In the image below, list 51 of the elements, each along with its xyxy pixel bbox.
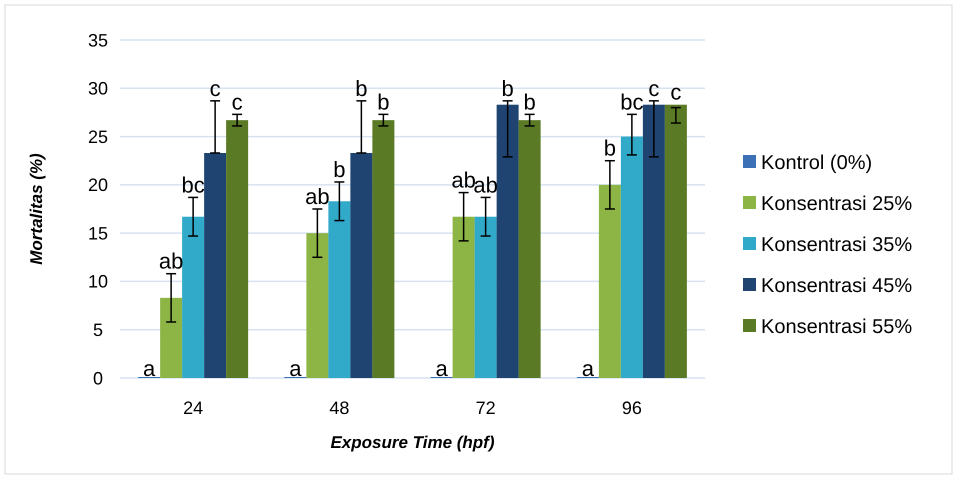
y-tick-label: 5 — [92, 320, 104, 340]
x-tick-label: 48 — [329, 398, 350, 418]
bar — [474, 216, 497, 378]
legend-label: Konsentrasi 35% — [761, 234, 912, 256]
y-tick-label: 30 — [88, 78, 108, 99]
x-tick-label: 72 — [476, 398, 496, 418]
bar — [204, 152, 226, 378]
data-label: b — [355, 76, 368, 101]
data-label: b — [604, 136, 616, 161]
bar — [372, 120, 394, 378]
data-label: a — [436, 356, 448, 381]
bar — [664, 104, 687, 378]
x-axis-title: Exposure Time (hpf) — [330, 433, 495, 452]
bar — [182, 216, 204, 378]
y-tick-label: 0 — [92, 368, 104, 388]
data-label: c — [670, 80, 682, 105]
y-tick-label: 25 — [88, 126, 108, 147]
x-tick-label: 96 — [622, 398, 642, 418]
data-label: a — [289, 356, 302, 381]
bar — [518, 120, 541, 378]
data-label: a — [582, 356, 595, 381]
y-axis-title: Mortalitas (%) — [27, 152, 46, 265]
bar — [496, 104, 519, 378]
bar — [620, 136, 643, 378]
data-label: c — [232, 89, 243, 114]
y-tick-label: 15 — [88, 223, 108, 244]
legend-label: Konsentrasi 25% — [761, 193, 912, 215]
legend-label: Kontrol (0%) — [761, 152, 872, 174]
data-label: b — [502, 76, 514, 101]
data-label: b — [377, 89, 390, 114]
data-label: c — [648, 76, 660, 101]
x-tick-label: 24 — [183, 398, 204, 418]
data-label: b — [333, 156, 346, 182]
bar — [642, 104, 665, 378]
bar — [328, 201, 350, 378]
bar — [452, 216, 475, 378]
bar — [226, 120, 248, 378]
data-label: bc — [620, 89, 644, 114]
data-label: b — [524, 89, 536, 114]
legend-label: Konsentrasi 55% — [761, 316, 912, 338]
legend-label: Konsentrasi 45% — [761, 275, 912, 297]
y-tick-label: 35 — [88, 30, 108, 50]
y-tick-label: 10 — [88, 272, 108, 292]
data-label: c — [210, 76, 221, 101]
y-tick-label: 20 — [88, 175, 108, 196]
bar — [350, 152, 372, 378]
data-label: a — [143, 356, 156, 381]
data-label: ab — [305, 184, 330, 209]
bar — [306, 233, 328, 378]
bar — [598, 184, 621, 378]
bar — [160, 298, 182, 378]
